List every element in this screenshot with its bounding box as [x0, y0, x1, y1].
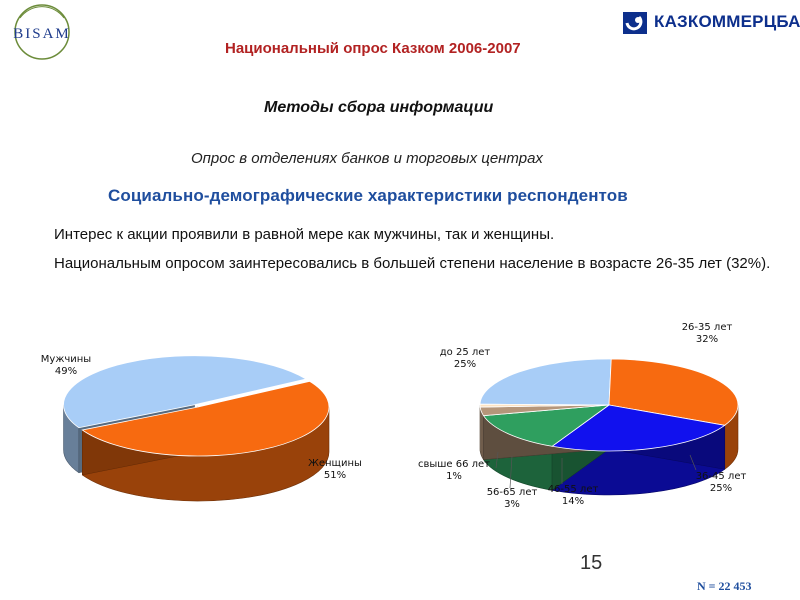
age-pie-slice-1 — [608, 358, 739, 426]
label-age-36-45-value: 25% — [709, 483, 733, 494]
sample-size: N = 22 453 — [697, 579, 752, 593]
section-title: Методы сбора информации — [264, 99, 494, 116]
subtitle: Опрос в отделениях банков и торговых цен… — [191, 150, 543, 167]
gender-pie-slice-0 — [63, 355, 308, 429]
label-age-56-65-name: 56-65 лет — [486, 487, 538, 498]
bank-logo-icon — [623, 12, 647, 34]
label-men: Мужчины 49% — [10, 354, 122, 378]
age-pie-tops — [479, 358, 739, 452]
gender-pie-slice-1 — [81, 380, 330, 457]
label-age-46-55-value: 14% — [561, 496, 585, 507]
age-pie-slice-3 — [482, 404, 611, 447]
label-age-over66-name: свыше 66 лет — [417, 459, 491, 470]
paragraph-gender: Интерес к акции проявили в равной мере к… — [54, 226, 555, 243]
label-age-over66: свыше 66 лет 1% — [414, 459, 494, 483]
demographics-heading: Социально-демографические характеристики… — [108, 186, 628, 205]
age-pie-leader-lines — [495, 451, 697, 489]
label-age-26-35-value: 32% — [695, 334, 719, 345]
leader-line-3 — [689, 454, 697, 471]
leader-line-0 — [495, 451, 499, 469]
label-age-26-35: 26-35 лет 32% — [664, 322, 750, 346]
page-number: 15 — [580, 552, 603, 574]
label-age-56-65: 56-65 лет 3% — [476, 487, 548, 511]
age-pie-slice-5 — [479, 403, 610, 408]
label-age-46-55-name: 46-55 лет — [547, 484, 599, 495]
label-age-36-45: 36-45 лет 25% — [676, 471, 766, 495]
label-age-over66-value: 1% — [446, 471, 462, 482]
leader-line-1 — [509, 455, 513, 489]
label-men-value: 49% — [54, 366, 78, 377]
bisam-logo-text: BISAM — [13, 26, 71, 42]
label-age-upto25-name: до 25 лет — [439, 347, 491, 358]
bisam-logo: BISAM — [13, 4, 71, 60]
label-women-value: 51% — [323, 470, 347, 481]
label-age-upto25-value: 25% — [453, 359, 477, 370]
label-women: Женщины 51% — [282, 458, 388, 482]
label-age-46-55: 46-55 лет 14% — [530, 484, 616, 508]
paragraph-age: Национальным опросом заинтересовались в … — [54, 255, 771, 272]
gender-pie-tops — [63, 355, 330, 457]
label-age-upto25: до 25 лет 25% — [420, 347, 510, 371]
age-pie-slice-0 — [479, 358, 612, 406]
label-age-26-35-name: 26-35 лет — [681, 322, 733, 333]
label-men-name: Мужчины — [40, 354, 92, 365]
survey-title: Национальный опрос Казком 2006-2007 — [225, 40, 521, 57]
label-age-36-45-name: 36-45 лет — [695, 471, 747, 482]
bank-logo-text: КАЗКОММЕРЦБАНК — [654, 12, 800, 31]
age-pie-slice-2 — [551, 404, 726, 452]
label-age-56-65-value: 3% — [504, 499, 520, 510]
label-women-name: Женщины — [308, 458, 362, 469]
